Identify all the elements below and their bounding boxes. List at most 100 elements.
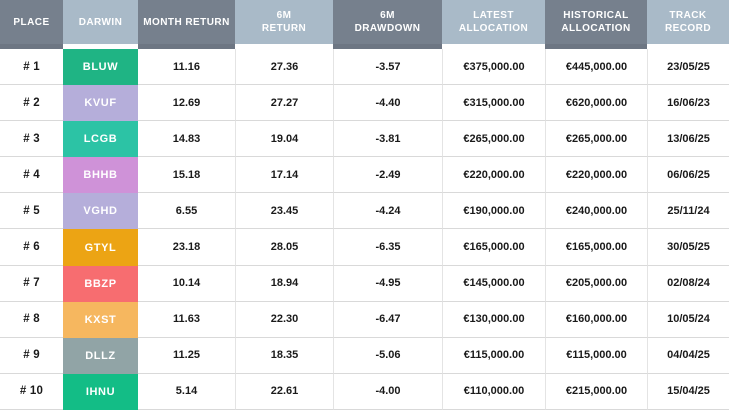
historical-allocation-cell: €240,000.00 xyxy=(545,193,647,230)
table-row: # 5 VGHD 6.55 23.45 -4.24 €190,000.00 €240,000… xyxy=(0,193,729,230)
table-row: # 4 BHHB 15.18 17.14 -2.49 €220,000.00 €220,00… xyxy=(0,157,729,194)
place-cell: # 9 xyxy=(0,337,63,374)
latest-allocation-cell: €190,000.00 xyxy=(442,193,545,230)
latest-allocation-cell: €165,000.00 xyxy=(442,229,545,266)
darwin-ticker-cell[interactable]: BBZP xyxy=(63,265,138,302)
track-record-cell: 10/05/24 xyxy=(647,301,729,338)
six-m-return-cell: 22.61 xyxy=(235,373,333,410)
month-return-cell: 14.83 xyxy=(138,121,235,158)
month-return-cell: 11.63 xyxy=(138,301,235,338)
historical-allocation-cell: €445,000.00 xyxy=(545,49,647,86)
table-row: # 7 BBZP 10.14 18.94 -4.95 €145,000.00 €205,00… xyxy=(0,265,729,302)
place-cell: # 10 xyxy=(0,373,63,410)
track-record-cell: 02/08/24 xyxy=(647,265,729,302)
latest-allocation-cell: €265,000.00 xyxy=(442,121,545,158)
track-record-cell: 30/05/25 xyxy=(647,229,729,266)
track-record-cell: 06/06/25 xyxy=(647,157,729,194)
darwin-ticker-cell[interactable]: IHNU xyxy=(63,373,138,410)
month-return-cell: 5.14 xyxy=(138,373,235,410)
historical-allocation-cell: €620,000.00 xyxy=(545,85,647,122)
track-record-cell: 23/05/25 xyxy=(647,49,729,86)
table-header-row: PLACE DARWIN MONTH RETURN 6M RETURN 6M DRAWD… xyxy=(0,0,729,49)
place-cell: # 4 xyxy=(0,157,63,194)
six-m-drawdown-cell: -2.49 xyxy=(333,157,442,194)
historical-allocation-cell: €265,000.00 xyxy=(545,121,647,158)
six-m-return-cell: 18.94 xyxy=(235,265,333,302)
latest-allocation-cell: €130,000.00 xyxy=(442,301,545,338)
month-return-cell: 6.55 xyxy=(138,193,235,230)
latest-allocation-cell: €115,000.00 xyxy=(442,337,545,374)
month-return-cell: 11.25 xyxy=(138,337,235,374)
historical-allocation-cell: €160,000.00 xyxy=(545,301,647,338)
month-return-cell: 12.69 xyxy=(138,85,235,122)
place-cell: # 2 xyxy=(0,85,63,122)
track-record-cell: 16/06/23 xyxy=(647,85,729,122)
table-row: # 2 KVUF 12.69 27.27 -4.40 €315,000.00 €620,00… xyxy=(0,85,729,122)
track-record-cell: 04/04/25 xyxy=(647,337,729,374)
place-cell: # 5 xyxy=(0,193,63,230)
place-cell: # 7 xyxy=(0,265,63,302)
six-m-drawdown-cell: -4.00 xyxy=(333,373,442,410)
track-record-cell: 13/06/25 xyxy=(647,121,729,158)
latest-allocation-cell: €375,000.00 xyxy=(442,49,545,86)
month-return-cell: 15.18 xyxy=(138,157,235,194)
column-header-latest-allocation: LATEST ALLOCATION xyxy=(442,0,545,44)
historical-allocation-cell: €205,000.00 xyxy=(545,265,647,302)
darwin-ticker-cell[interactable]: KXST xyxy=(63,301,138,338)
place-cell: # 6 xyxy=(0,229,63,266)
darwin-ticker-cell[interactable]: BLUW xyxy=(63,49,138,86)
column-header-historical-allocation: HISTORICAL ALLOCATION xyxy=(545,0,647,44)
place-cell: # 1 xyxy=(0,49,63,86)
month-return-cell: 23.18 xyxy=(138,229,235,266)
column-header-track-record: TRACK RECORD xyxy=(647,0,729,44)
six-m-return-cell: 27.27 xyxy=(235,85,333,122)
place-cell: # 3 xyxy=(0,121,63,158)
place-cell: # 8 xyxy=(0,301,63,338)
darwin-ticker-cell[interactable]: GTYL xyxy=(63,229,138,266)
six-m-return-cell: 23.45 xyxy=(235,193,333,230)
darwin-ticker-cell[interactable]: BHHB xyxy=(63,157,138,194)
column-header-month-return: MONTH RETURN xyxy=(138,0,235,44)
table-row: # 6 GTYL 23.18 28.05 -6.35 €165,000.00 €165,00… xyxy=(0,229,729,266)
track-record-cell: 15/04/25 xyxy=(647,373,729,410)
column-header-darwin: DARWIN xyxy=(63,0,138,44)
track-record-cell: 25/11/24 xyxy=(647,193,729,230)
darwin-ticker-cell[interactable]: VGHD xyxy=(63,193,138,230)
month-return-cell: 11.16 xyxy=(138,49,235,86)
six-m-drawdown-cell: -3.81 xyxy=(333,121,442,158)
six-m-drawdown-cell: -6.47 xyxy=(333,301,442,338)
six-m-return-cell: 18.35 xyxy=(235,337,333,374)
historical-allocation-cell: €115,000.00 xyxy=(545,337,647,374)
column-header-six-m-drawdown: 6M DRAWDOWN xyxy=(333,0,442,44)
six-m-drawdown-cell: -5.06 xyxy=(333,337,442,374)
latest-allocation-cell: €110,000.00 xyxy=(442,373,545,410)
latest-allocation-cell: €315,000.00 xyxy=(442,85,545,122)
six-m-drawdown-cell: -3.57 xyxy=(333,49,442,86)
latest-allocation-cell: €220,000.00 xyxy=(442,157,545,194)
table-row: # 3 LCGB 14.83 19.04 -3.81 €265,000.00 €265,00… xyxy=(0,121,729,158)
darwin-ticker-cell[interactable]: DLLZ xyxy=(63,337,138,374)
month-return-cell: 10.14 xyxy=(138,265,235,302)
table-body: # 1 BLUW 11.16 27.36 -3.57 €375,000.00 €445,00… xyxy=(0,49,729,410)
historical-allocation-cell: €165,000.00 xyxy=(545,229,647,266)
table-row: # 1 BLUW 11.16 27.36 -3.57 €375,000.00 €445,00… xyxy=(0,49,729,86)
table-row: # 9 DLLZ 11.25 18.35 -5.06 €115,000.00 €115,00… xyxy=(0,337,729,374)
table-row: # 10 IHNU 5.14 22.61 -4.00 €110,000.00 €215,00… xyxy=(0,373,729,410)
six-m-drawdown-cell: -4.40 xyxy=(333,85,442,122)
column-header-six-m-return: 6M RETURN xyxy=(235,0,333,44)
six-m-return-cell: 27.36 xyxy=(235,49,333,86)
latest-allocation-cell: €145,000.00 xyxy=(442,265,545,302)
historical-allocation-cell: €220,000.00 xyxy=(545,157,647,194)
six-m-drawdown-cell: -6.35 xyxy=(333,229,442,266)
six-m-return-cell: 22.30 xyxy=(235,301,333,338)
six-m-return-cell: 19.04 xyxy=(235,121,333,158)
six-m-drawdown-cell: -4.24 xyxy=(333,193,442,230)
darwin-ticker-cell[interactable]: KVUF xyxy=(63,85,138,122)
table-row: # 8 KXST 11.63 22.30 -6.47 €130,000.00 €160,00… xyxy=(0,301,729,338)
darwin-ticker-cell[interactable]: LCGB xyxy=(63,121,138,158)
six-m-return-cell: 17.14 xyxy=(235,157,333,194)
historical-allocation-cell: €215,000.00 xyxy=(545,373,647,410)
six-m-drawdown-cell: -4.95 xyxy=(333,265,442,302)
column-header-place: PLACE xyxy=(0,0,63,44)
